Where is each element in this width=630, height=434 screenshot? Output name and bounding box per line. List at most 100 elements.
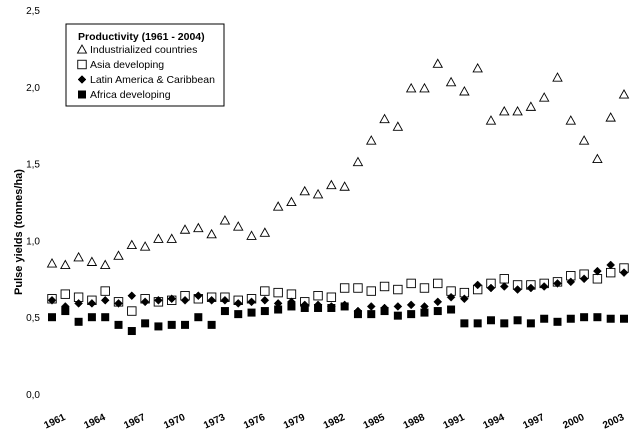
x-tick-label: 1994 [482, 412, 507, 432]
data-point [313, 290, 323, 301]
data-point [460, 319, 469, 328]
data-point [460, 294, 469, 304]
data-point [219, 215, 231, 225]
data-point [314, 303, 323, 312]
data-point [353, 283, 363, 293]
y-axis: 0,0 0,5 1,0 1,5 2,0 2,5 [26, 6, 40, 401]
data-marks [46, 58, 630, 336]
data-point [272, 201, 284, 211]
data-point [312, 188, 324, 199]
data-point [366, 302, 376, 311]
data-point [47, 295, 57, 305]
x-tick-label: 2000 [561, 412, 586, 432]
data-point [445, 76, 457, 87]
data-point [220, 295, 230, 305]
data-point [193, 291, 203, 301]
data-point [154, 295, 163, 305]
data-point [74, 299, 83, 308]
data-point [473, 280, 483, 290]
data-point [180, 295, 190, 305]
data-point [513, 316, 522, 325]
data-point [552, 72, 563, 82]
data-point [405, 82, 417, 93]
data-point [433, 307, 442, 316]
data-point [232, 221, 244, 231]
x-tick-label: 1982 [322, 412, 347, 432]
data-point [126, 239, 138, 250]
data-point [499, 105, 510, 116]
data-point [365, 135, 377, 145]
data-point [167, 320, 176, 329]
data-point [179, 224, 191, 234]
data-point [605, 267, 616, 278]
data-point [538, 92, 550, 102]
data-point [73, 251, 84, 262]
data-point [513, 285, 522, 294]
data-point [472, 62, 483, 73]
data-point [473, 319, 482, 328]
data-point [566, 314, 575, 323]
x-tick-label: 1976 [242, 412, 267, 432]
data-point [167, 294, 177, 304]
data-point [286, 196, 297, 207]
data-point [99, 259, 111, 270]
data-point [499, 274, 509, 284]
data-point [407, 310, 416, 319]
data-point [512, 105, 523, 116]
x-axis: 1961 1964 1967 1970 1973 1976 1979 1982 1985 1988… [43, 412, 627, 432]
x-tick-label: 1997 [521, 412, 546, 432]
data-point [193, 222, 204, 233]
data-point [619, 268, 629, 278]
y-axis-title: Pulse yields (tonnes/ha) [13, 169, 25, 295]
data-point [114, 299, 123, 308]
data-point [127, 291, 137, 301]
series-1 [47, 263, 629, 316]
data-point [273, 287, 283, 298]
legend-box [65, 23, 225, 107]
data-point [419, 82, 430, 93]
data-point [580, 313, 589, 322]
x-tick-label: 1967 [122, 412, 147, 432]
data-point [618, 89, 630, 99]
data-point [406, 278, 416, 289]
data-point [113, 250, 124, 260]
data-point [500, 319, 509, 328]
data-point [339, 283, 350, 293]
data-point [247, 308, 256, 317]
data-point [592, 153, 603, 164]
data-point [578, 135, 590, 145]
data-point [380, 307, 389, 316]
data-point [286, 289, 297, 299]
x-tick-label: 1970 [162, 412, 187, 432]
data-point [525, 101, 537, 111]
data-point [139, 241, 151, 251]
data-point [140, 297, 150, 307]
legend-marker [77, 75, 87, 84]
data-point [593, 266, 602, 276]
data-point [499, 282, 509, 291]
y-tick-label: 0,0 [26, 390, 40, 401]
data-point [486, 316, 495, 325]
series-0 [46, 58, 630, 270]
legend: Productivity (1961 - 2004) Industrialize… [65, 23, 225, 107]
data-point [100, 295, 110, 305]
data-point [620, 314, 628, 323]
data-point [539, 282, 549, 291]
x-tick-label: 1973 [202, 412, 227, 432]
x-tick-label: 1964 [82, 412, 107, 432]
y-tick-label: 1,0 [26, 236, 40, 247]
data-point [419, 283, 430, 293]
data-point [100, 286, 110, 296]
data-point [234, 310, 243, 319]
data-point [579, 274, 589, 284]
y-tick-label: 1,5 [26, 160, 40, 171]
data-point [592, 274, 603, 284]
data-point [606, 260, 616, 270]
data-point [46, 258, 58, 268]
data-point [141, 319, 150, 328]
data-point [87, 299, 97, 308]
data-point [553, 317, 562, 326]
x-tick-label: 1991 [442, 412, 467, 432]
data-point [207, 295, 216, 305]
